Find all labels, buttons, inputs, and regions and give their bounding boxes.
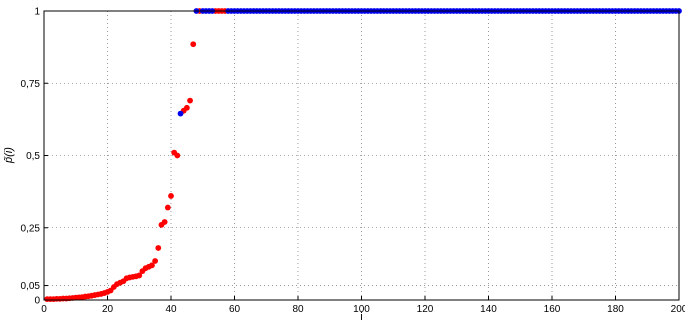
x-tick-label: 20 (102, 304, 114, 315)
data-point-series-1 (155, 245, 162, 251)
y-axis-label: p̃(i) (3, 147, 15, 164)
y-tick-label: 0,05 (21, 281, 41, 292)
data-point-series-1 (136, 272, 143, 279)
axis-ticks: 0 20 40 60 80 100 120 140 160 180 200 0 0,05 0,25 0,5 0… (21, 7, 685, 316)
data-point-series-1 (161, 219, 168, 225)
y-tick-label: 0 (34, 296, 40, 307)
x-tick-label: 60 (229, 304, 241, 315)
x-tick-label: 120 (417, 304, 434, 315)
x-axis-label: i (360, 311, 362, 323)
y-tick-label: 0,5 (26, 151, 40, 162)
x-tick-label: 140 (480, 304, 497, 315)
data-point-series-1 (183, 104, 190, 111)
x-tick-label: 100 (353, 304, 370, 315)
y-tick-label: 1 (34, 7, 40, 18)
y-tick-label: 0,75 (21, 79, 41, 90)
y-tick-label: 0,25 (21, 223, 41, 234)
grid (44, 11, 679, 300)
x-tick-label: 0 (41, 304, 47, 315)
x-tick-label: 180 (607, 304, 624, 315)
data-points (44, 8, 682, 303)
data-point-series-1 (168, 193, 174, 199)
x-tick-label: 40 (165, 304, 177, 315)
x-tick-label: 200 (671, 304, 685, 315)
data-point-series-1 (164, 204, 171, 211)
data-point-series-1 (174, 152, 181, 159)
data-point-series-1 (190, 41, 197, 48)
x-tick-label: 160 (544, 304, 561, 315)
data-point-series-1 (149, 262, 155, 269)
data-point-series-1 (152, 258, 159, 264)
data-point-series-2 (177, 110, 184, 117)
data-point-series-1 (187, 97, 193, 104)
x-tick-label: 80 (292, 304, 304, 315)
